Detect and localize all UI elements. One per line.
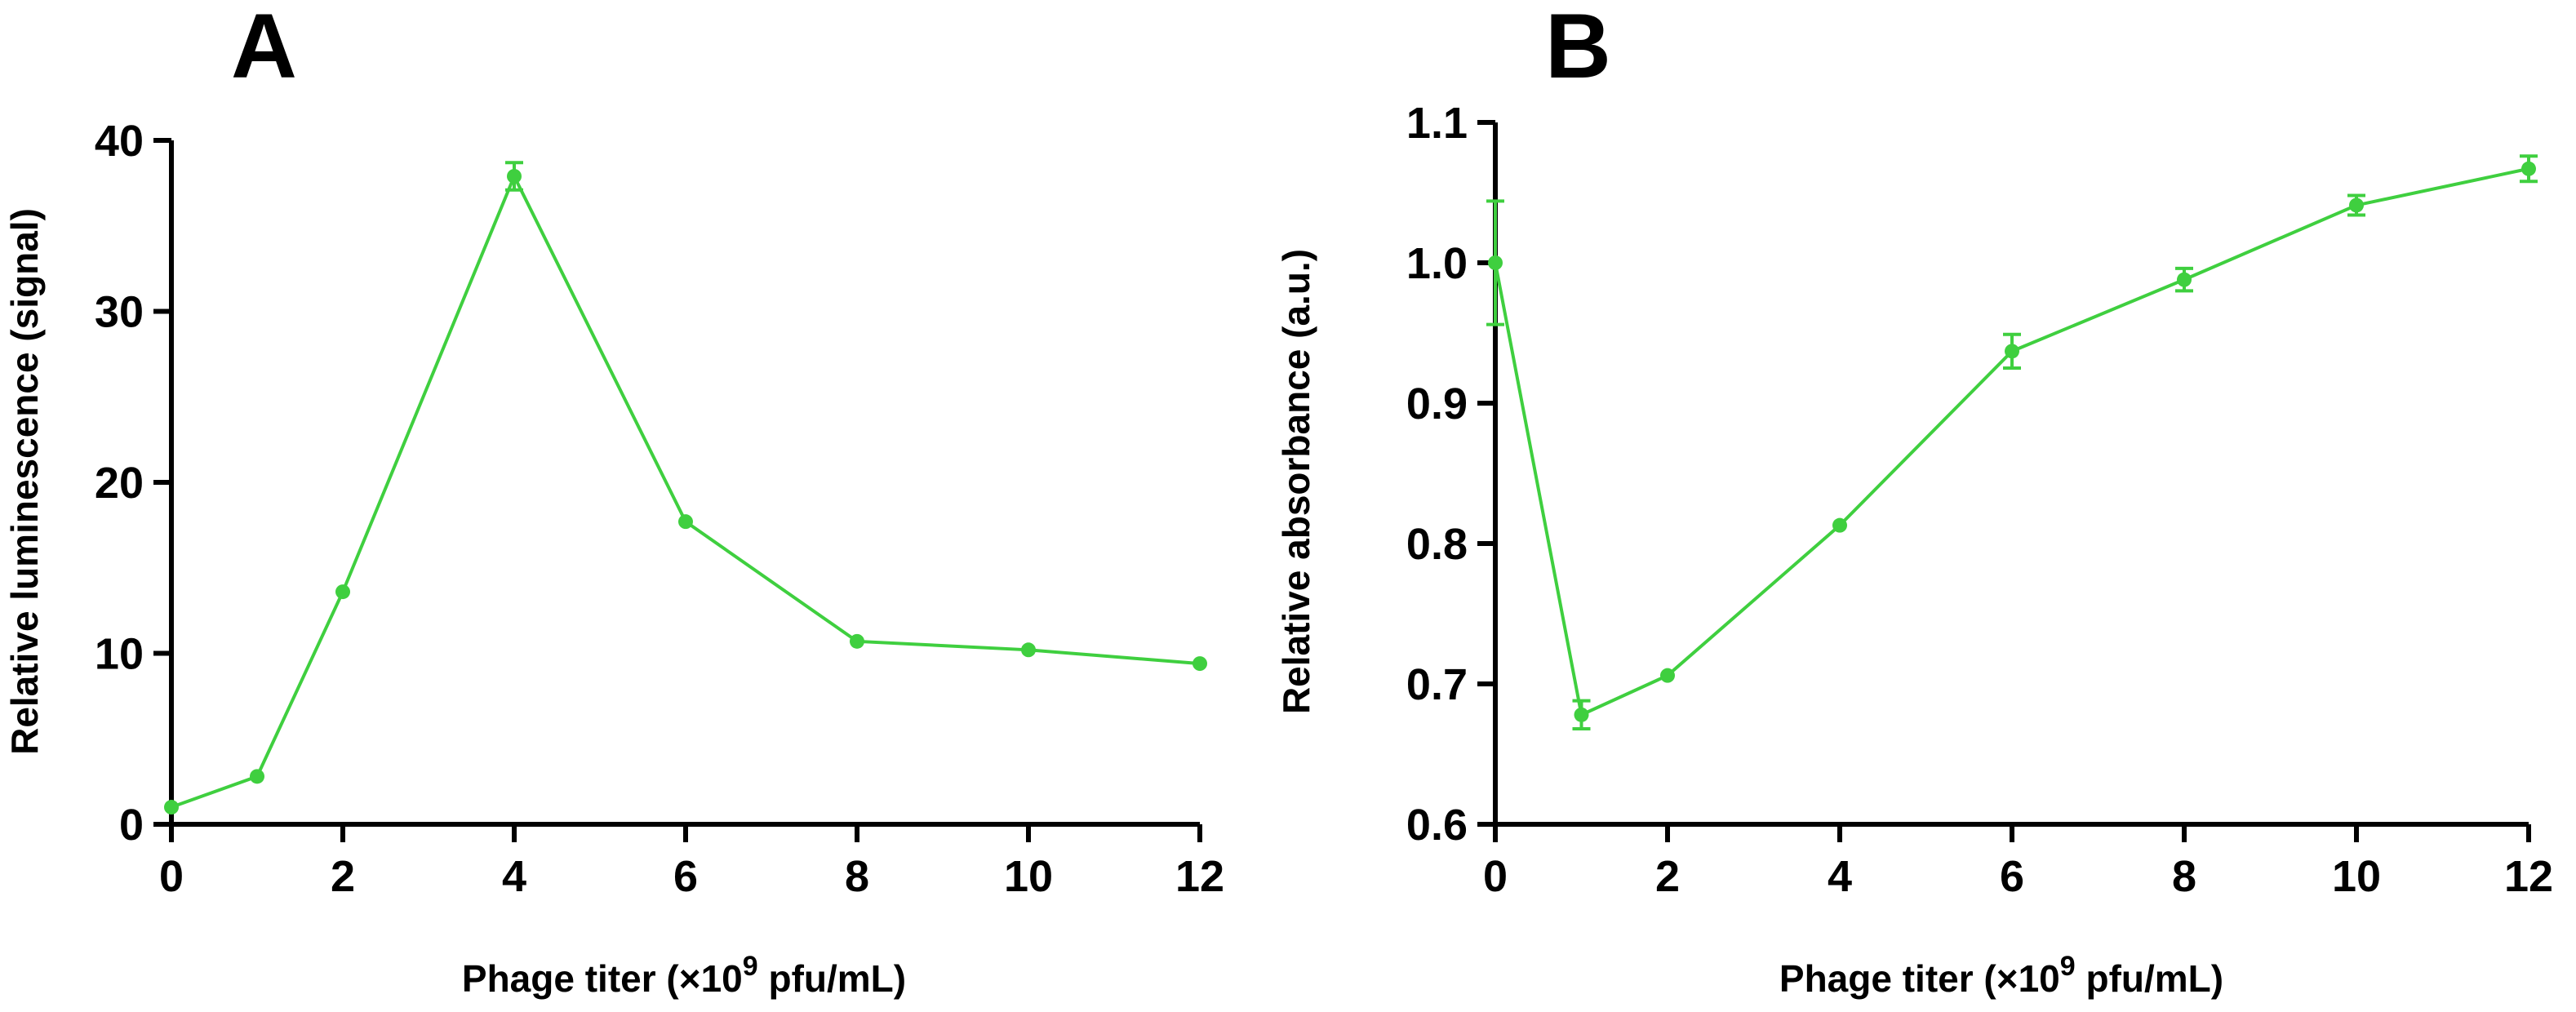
panel-a-letter: A <box>231 0 297 97</box>
panel-b-x-tick-label: 12 <box>2504 852 2553 901</box>
panel-a-x-tick-label: 2 <box>331 852 355 901</box>
chart-panel-b: B 0.6 0.7 0.8 0.9 1.0 1.1 0 2 4 6 8 10 12 Relative a… <box>1275 0 2553 1000</box>
panel-a-x-tick-label: 8 <box>845 852 869 901</box>
panel-a-y-tick-label: 20 <box>95 459 144 508</box>
panel-b-x-tick-label: 4 <box>1828 852 1852 901</box>
panel-a-x-axis-title-main: Phage titer (×10 <box>462 957 743 1000</box>
panel-a-data-point <box>678 514 693 530</box>
panel-b-y-tick-label: 1.1 <box>1406 99 1468 148</box>
panel-a-x-tick-label: 6 <box>673 852 698 901</box>
panel-a-x-axis-title-end: pfu/mL) <box>758 957 906 1000</box>
panel-a-x-tick-label: 4 <box>502 852 526 901</box>
panel-b-x-axis-title-sup: 9 <box>2060 951 2076 982</box>
panel-b-x-axis-title-end: pfu/mL) <box>2076 957 2223 1000</box>
panel-b-x-tick-label: 0 <box>1483 852 1508 901</box>
panel-b-y-tick-label: 0.6 <box>1406 801 1468 850</box>
panel-a-plot-area: 0 10 20 30 40 0 2 4 6 8 10 12 <box>95 117 1224 901</box>
panel-b-plot-area: 0.6 0.7 0.8 0.9 1.0 1.1 0 2 4 6 8 10 12 <box>1406 99 2553 901</box>
panel-a-x-tick-label: 10 <box>1004 852 1053 901</box>
panel-b-series-line <box>1494 166 2529 717</box>
panel-a-y-tick-label: 0 <box>119 801 144 850</box>
chart-panel-a: A 0 10 20 30 40 0 2 4 6 8 10 12 Relative luminescen… <box>3 0 1224 1000</box>
panel-a-y-tick-label: 10 <box>95 630 144 679</box>
panel-a-data-point <box>507 168 522 184</box>
panel-b-data-point <box>1488 255 1503 270</box>
panel-b-letter: B <box>1545 0 1611 97</box>
panel-b-y-tick-label: 0.9 <box>1406 380 1468 428</box>
panel-b-data-point <box>2521 161 2536 176</box>
panel-b-data-point <box>2005 344 2019 359</box>
panel-a-y-tick-label: 30 <box>95 288 144 337</box>
panel-b-data-point <box>1574 707 1589 722</box>
panel-a-data-point <box>250 769 264 784</box>
panel-b-y-tick-label: 0.7 <box>1406 660 1468 709</box>
panel-a-x-tick-label: 12 <box>1175 852 1224 901</box>
panel-b-x-tick-label: 10 <box>2332 852 2381 901</box>
panel-a-data-point <box>335 584 350 600</box>
panel-b-data-point <box>1660 668 1675 683</box>
panel-b-x-axis-title: Phage titer (×109 pfu/mL) <box>1779 951 2223 1000</box>
panel-b-x-tick-label: 8 <box>2172 852 2196 901</box>
panel-b-x-axis-title-main: Phage titer (×10 <box>1779 957 2060 1000</box>
panel-b-data-point <box>2177 272 2192 287</box>
panel-b-y-tick-label: 1.0 <box>1406 239 1468 288</box>
panel-a-data-point <box>164 800 179 815</box>
panel-a-x-axis-title: Phage titer (×109 pfu/mL) <box>462 951 906 1000</box>
panel-b-data-point <box>1832 517 1847 533</box>
panel-a-x-axis-title-sup: 9 <box>743 951 758 982</box>
panel-b-data-point <box>2349 198 2364 213</box>
panel-a-y-axis-title: Relative luminescence (signal) <box>3 208 46 755</box>
panel-a-data-point <box>1193 656 1207 672</box>
panel-a-y-tick-label: 40 <box>95 117 144 166</box>
panel-b-x-tick-label: 6 <box>2000 852 2024 901</box>
panel-b-y-axis-title: Relative absorbance (a.u.) <box>1275 249 1317 714</box>
panel-b-x-tick-label: 2 <box>1655 852 1680 901</box>
panel-a-series-line <box>171 172 1201 809</box>
panel-a-data-point <box>850 633 864 649</box>
panel-a-x-tick-label: 0 <box>159 852 184 901</box>
panel-a-data-point <box>1021 642 1036 658</box>
panel-b-y-tick-label: 0.8 <box>1406 520 1468 569</box>
